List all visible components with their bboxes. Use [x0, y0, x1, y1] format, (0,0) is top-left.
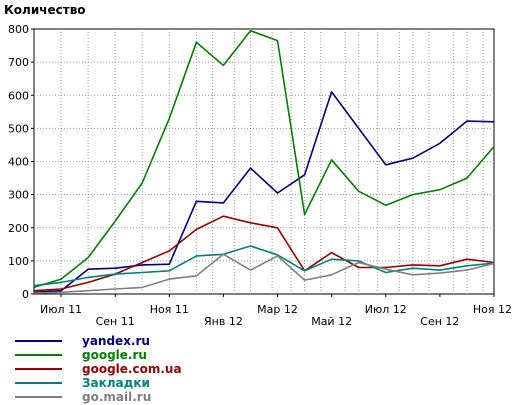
x-tick-label: Июл 11 — [40, 303, 82, 316]
legend-label: Закладки — [82, 376, 150, 390]
x-tick-label: Июл 12 — [365, 303, 407, 316]
x-tick-label: Мар 12 — [257, 303, 298, 316]
y-tick-label: 300 — [8, 189, 29, 202]
x-tick-label: Ноя 12 — [473, 303, 512, 316]
series-line-3 — [33, 245, 495, 287]
x-tick-label: Май 12 — [311, 315, 352, 328]
legend-label: google.com.ua — [82, 362, 182, 376]
y-tick-label: 200 — [8, 222, 29, 235]
y-tick-label: 400 — [8, 156, 29, 169]
y-tick-label: 800 — [8, 23, 29, 36]
series-line-0 — [33, 91, 495, 294]
legend-label: yandex.ru — [82, 334, 150, 348]
x-tick-label: Янв 12 — [204, 315, 243, 328]
x-tick-label: Сен 11 — [96, 315, 135, 328]
x-tick-label: Ноя 11 — [150, 303, 189, 316]
x-tick-label: Сен 12 — [420, 315, 459, 328]
chart-title: Количество — [4, 3, 86, 17]
y-tick-label: 600 — [8, 89, 29, 102]
y-tick-label: 100 — [8, 255, 29, 268]
legend-label: go.mail.ru — [82, 390, 151, 404]
series-line-2 — [33, 215, 495, 292]
series-line-4 — [33, 253, 495, 294]
series-line-1 — [33, 29, 495, 289]
y-tick-label: 0 — [22, 288, 29, 301]
y-tick-label: 500 — [8, 122, 29, 135]
legend-label: google.ru — [82, 348, 147, 362]
y-tick-label: 700 — [8, 56, 29, 69]
